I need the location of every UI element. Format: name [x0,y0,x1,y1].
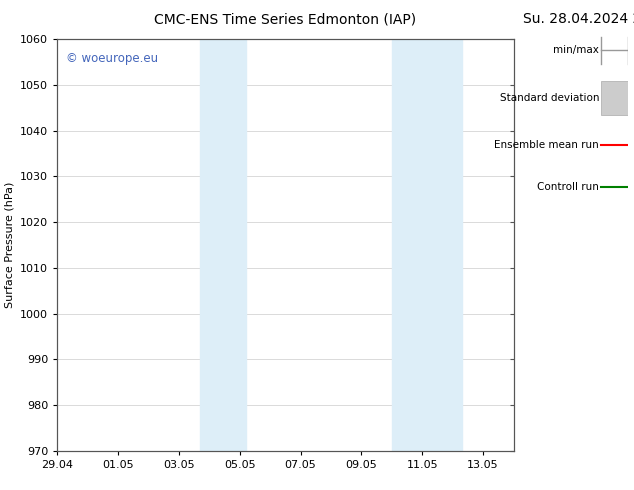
Text: © woeurope.eu: © woeurope.eu [66,51,158,65]
Text: Ensemble mean run: Ensemble mean run [495,140,599,149]
Y-axis label: Surface Pressure (hPa): Surface Pressure (hPa) [4,182,15,308]
Bar [602,81,628,116]
Text: Su. 28.04.2024 20 UTC: Su. 28.04.2024 20 UTC [523,12,634,26]
Bar [392,39,462,451]
Text: Standard deviation: Standard deviation [500,93,599,103]
Text: CMC-ENS Time Series Edmonton (IAP): CMC-ENS Time Series Edmonton (IAP) [154,12,417,26]
Text: min/max: min/max [553,45,599,55]
Text: Controll run: Controll run [537,182,599,193]
Bar [200,39,246,451]
